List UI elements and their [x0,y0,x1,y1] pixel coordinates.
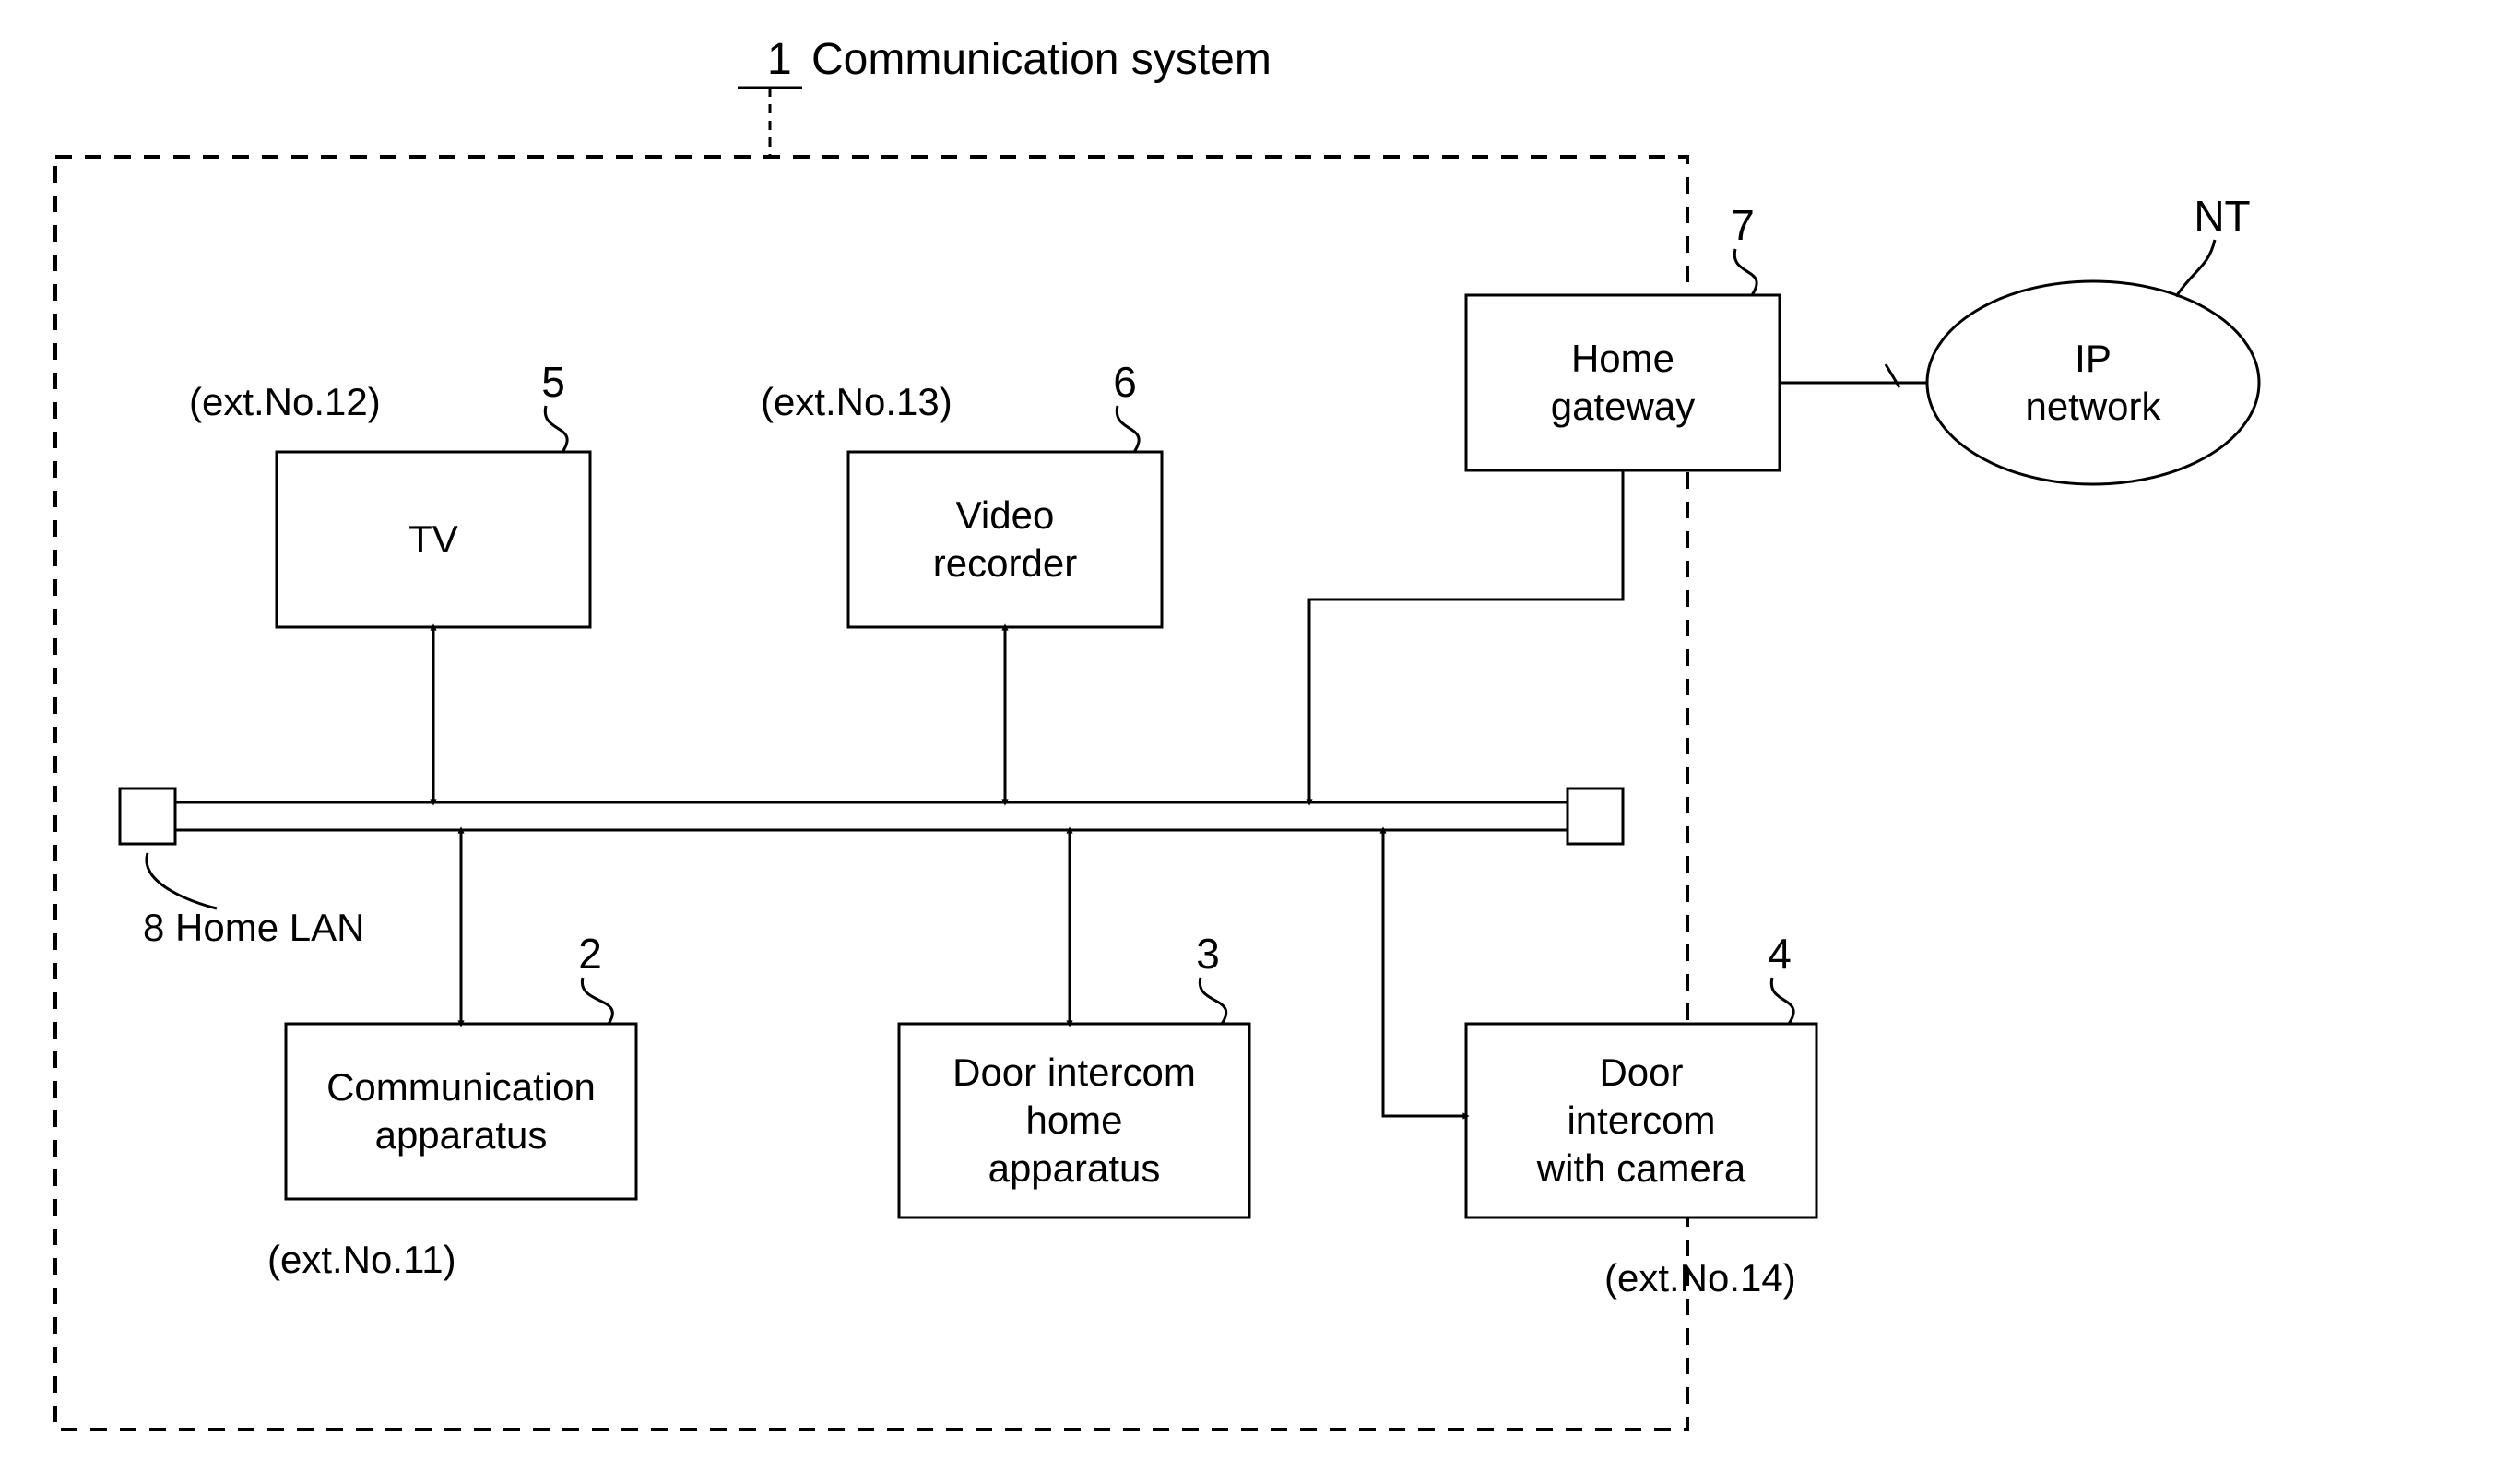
ref-leader-video [1117,406,1139,452]
node-ext-video: (ext.No.13) [761,380,952,423]
bus-label-leader [147,853,217,908]
node-ip: IP network NT [1927,192,2259,484]
node-label-intercom-line0: Door intercom [952,1051,1196,1094]
system-title: Communication system [811,35,1272,84]
bus-end-left [120,789,175,844]
edge-elbow-5 [1383,830,1466,1116]
node-box-comm [286,1024,636,1199]
node-gateway: Home gateway 7 [1466,201,1780,470]
node-doorcam: Doorintercomwith camera 4 (ext.No.14) [1466,930,1816,1300]
node-label-doorcam-line2: with camera [1536,1146,1746,1190]
node-label-ip-line1: network [2025,385,2161,428]
bus-end-right [1568,789,1623,844]
node-ref-video: 6 [1113,358,1137,406]
node-ellipse-ip [1927,281,2259,484]
node-label-intercom-line1: home [1025,1098,1122,1142]
node-ref-gateway: 7 [1731,201,1755,249]
node-label-video-line1: recorder [933,541,1077,585]
node-ref-ip: NT [2194,192,2250,240]
node-label-tv-line0: TV [408,517,458,561]
node-label-gateway-line0: Home [1571,337,1674,380]
node-ref-doorcam: 4 [1768,930,1792,978]
bus-label: 8 Home LAN [143,906,364,949]
node-ref-tv: 5 [541,358,565,406]
node-ext-tv: (ext.No.12) [189,380,381,423]
node-label-doorcam-line1: intercom [1567,1098,1715,1142]
node-ext-comm: (ext.No.11) [267,1238,456,1281]
node-label-gateway-line1: gateway [1551,385,1695,428]
ref-leader-intercom [1200,978,1225,1024]
node-label-intercom-line2: apparatus [988,1146,1161,1190]
node-box-gateway [1466,295,1780,470]
node-ext-doorcam: (ext.No.14) [1604,1256,1796,1300]
node-video: Videorecorder 6 (ext.No.13) [761,358,1162,627]
node-label-comm-line0: Communication [326,1065,596,1109]
node-label-video-line0: Video [956,493,1055,537]
node-label-doorcam-line0: Door [1599,1051,1683,1094]
node-comm: Communicationapparatus 2 (ext.No.11) [267,930,636,1281]
ref-leader-tv [545,406,567,452]
edge-elbow-4 [1309,470,1623,802]
ref-leader-ip [2176,240,2215,297]
node-tv: TV 5 (ext.No.12) [189,358,590,627]
node-intercom: Door intercomhomeapparatus 3 [899,930,1249,1217]
node-ref-comm: 2 [578,930,602,978]
node-box-video [848,452,1162,627]
system-ref-number: 1 [767,35,792,84]
ref-leader-comm [582,978,612,1024]
node-label-comm-line1: apparatus [375,1113,548,1157]
ref-leader-gateway [1734,249,1757,295]
node-label-ip-line0: IP [2075,337,2112,380]
ref-leader-doorcam [1771,978,1793,1024]
node-ref-intercom: 3 [1196,930,1220,978]
